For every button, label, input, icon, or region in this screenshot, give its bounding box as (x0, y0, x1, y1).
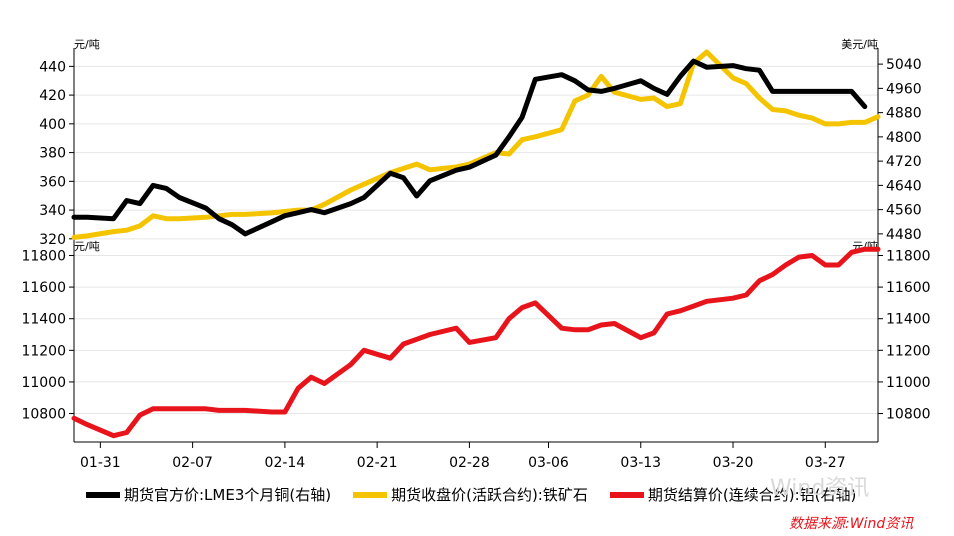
y-tick-label-left-bottom: 11400 (21, 312, 66, 328)
x-tick-label: 03-13 (620, 455, 661, 471)
x-tick-label: 02-07 (172, 455, 213, 471)
x-tick-label: 03-06 (528, 455, 569, 471)
unit-label-left-top: 元/吨 (74, 38, 100, 51)
y-tick-label-left-top: 380 (39, 146, 66, 162)
y-tick-label-left-top: 400 (39, 117, 66, 133)
x-tick-label: 03-27 (805, 455, 846, 471)
legend-label-iron-ore: 期货收盘价(活跃合约):铁矿石 (391, 486, 588, 504)
x-tick-label: 02-21 (357, 455, 398, 471)
unit-label-left-bottom: 元/吨 (74, 240, 100, 253)
y-tick-label-right-top: 4720 (886, 154, 922, 170)
y-tick-label-left-bottom: 11200 (21, 343, 66, 359)
legend-item-iron-ore: 期货收盘价(活跃合约):铁矿石 (353, 484, 588, 505)
y-tick-label-left-top: 440 (39, 59, 66, 75)
x-tick-label: 01-31 (80, 455, 121, 471)
series-line-aluminium (71, 246, 881, 439)
x-tick-label: 02-28 (449, 455, 490, 471)
y-tick-label-right-bottom: 11400 (886, 312, 931, 328)
legend-item-aluminium: 期货结算价(连续合约):铝(右轴) (609, 484, 857, 505)
y-tick-label-right-top: 4880 (886, 106, 922, 122)
y-tick-label-left-top: 420 (39, 88, 66, 104)
y-tick-label-right-bottom: 11200 (886, 343, 931, 359)
legend-item-copper: 期货官方价:LME3个月铜(右轴) (86, 484, 331, 505)
legend: 期货官方价:LME3个月铜(右轴) 期货收盘价(活跃合约):铁矿石 期货结算价(… (86, 484, 878, 505)
legend-swatch-copper (86, 491, 120, 498)
legend-swatch-iron-ore (353, 491, 388, 498)
watermark: Wind资讯 (770, 476, 870, 501)
y-tick-label-right-bottom: 11600 (886, 280, 931, 296)
y-tick-label-right-top: 4640 (886, 178, 922, 194)
unit-label-right-top: 美元/吨 (841, 38, 878, 51)
y-tick-label-left-bottom: 11600 (21, 280, 66, 296)
y-tick-label-right-top: 4560 (886, 203, 922, 219)
series-line-copper (71, 58, 868, 237)
x-tick-label: 03-20 (713, 455, 754, 471)
y-tick-label-right-bottom: 11000 (886, 375, 931, 391)
legend-swatch-aluminium (609, 491, 644, 498)
x-tick-label: 02-14 (265, 455, 306, 471)
y-tick-label-right-bottom: 11800 (886, 248, 931, 264)
y-tick-label-left-bottom: 11000 (21, 375, 66, 391)
y-tick-label-left-top: 340 (39, 203, 66, 219)
y-tick-label-left-bottom: 10800 (21, 407, 66, 423)
legend-label-copper: 期货官方价:LME3个月铜(右轴) (124, 486, 332, 504)
y-tick-label-left-top: 360 (39, 174, 66, 190)
y-tick-label-right-top: 4800 (886, 130, 922, 146)
source-note: 数据来源:Wind资讯 (789, 516, 914, 532)
y-tick-label-left-top: 320 (39, 232, 66, 248)
y-tick-label-right-top: 5040 (886, 57, 922, 73)
y-tick-label-left-bottom: 11800 (21, 248, 66, 264)
y-tick-label-right-top: 4480 (886, 227, 922, 243)
legend-label-aluminium: 期货结算价(连续合约):铝(右轴) (647, 486, 857, 504)
y-tick-label-right-top: 4960 (886, 81, 922, 97)
y-tick-label-right-bottom: 10800 (886, 407, 931, 423)
